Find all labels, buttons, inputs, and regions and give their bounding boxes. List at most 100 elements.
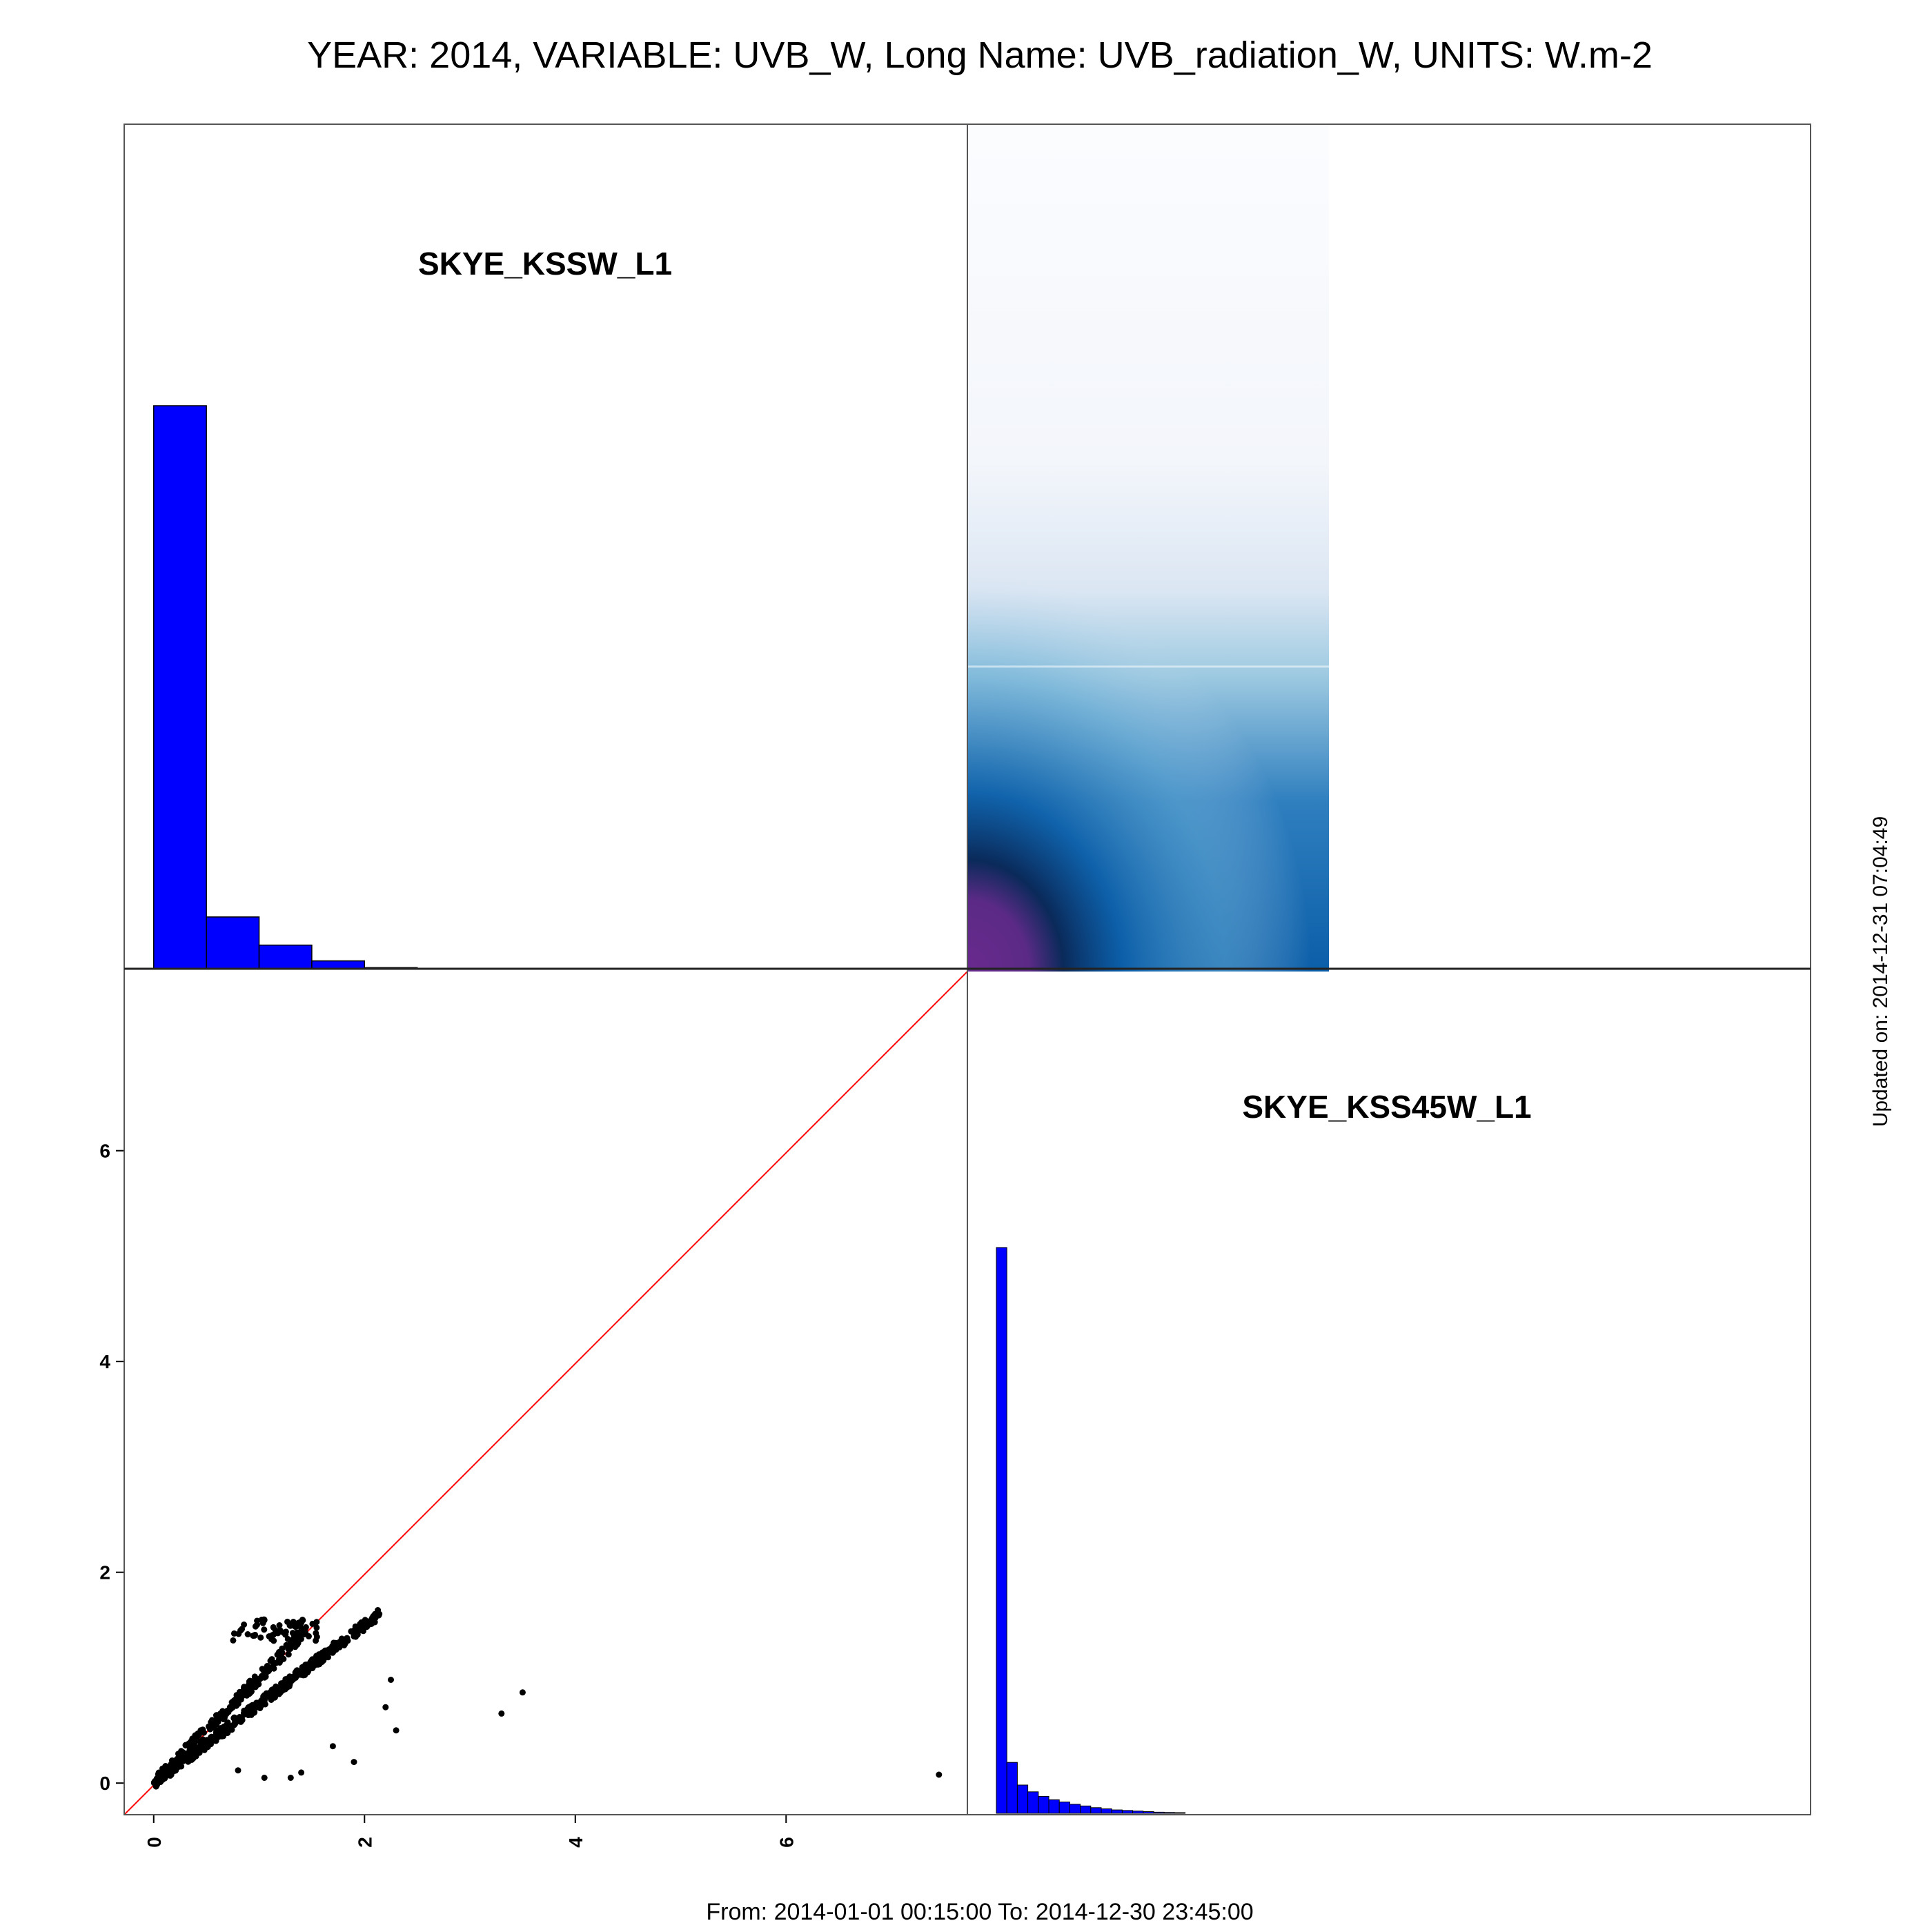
scatter-point xyxy=(329,1743,336,1750)
scatter-point xyxy=(319,1649,326,1656)
scatter-point xyxy=(349,1628,356,1635)
scatter-point xyxy=(266,1690,273,1697)
scatter-point xyxy=(331,1646,337,1652)
histogram-bar xyxy=(1143,1811,1154,1814)
scatter-point xyxy=(276,1659,283,1666)
scatter-point xyxy=(156,1775,163,1782)
histogram-bar xyxy=(1038,1795,1049,1814)
scatter-point xyxy=(230,1630,237,1637)
scatter-point xyxy=(231,1719,238,1726)
scatter-point xyxy=(216,1728,223,1735)
histogram-bar xyxy=(1069,1804,1081,1814)
density-core xyxy=(967,552,1329,972)
scatter-point xyxy=(163,1771,170,1778)
scatter-point xyxy=(221,1728,228,1735)
scatter-point xyxy=(382,1704,389,1711)
histogram-bar xyxy=(1132,1811,1144,1814)
scatter-point xyxy=(275,1689,282,1696)
scatter-point xyxy=(287,1775,294,1781)
y-tick-label: 0 xyxy=(99,1773,110,1794)
histogram-bar xyxy=(1048,1799,1060,1814)
scatter-point xyxy=(192,1732,199,1739)
scatter-points xyxy=(150,1607,943,1790)
scatter-point xyxy=(230,1637,237,1644)
scatter-point xyxy=(235,1767,241,1774)
histogram-bar xyxy=(1016,1784,1029,1814)
scatter-point xyxy=(388,1677,394,1683)
histogram-bar xyxy=(1153,1811,1165,1814)
scatter-point xyxy=(261,1775,268,1781)
histogram-bar xyxy=(206,916,260,969)
scatter-point xyxy=(241,1684,248,1690)
panel-label-kss45w: SKYE_KSS45W_L1 xyxy=(1242,1089,1531,1125)
x-tick-label: 0 xyxy=(144,1837,165,1848)
scatter-point xyxy=(306,1633,312,1639)
scatter-point xyxy=(278,1653,284,1660)
histogram-panel-kssw: SKYE_KSSW_L1 xyxy=(153,246,945,969)
scatter-point xyxy=(199,1736,206,1743)
histogram-bar xyxy=(996,1247,1007,1814)
scatter-point xyxy=(316,1661,323,1668)
histogram-bar xyxy=(258,944,313,969)
scatter-point xyxy=(353,1631,360,1638)
scatter-point xyxy=(279,1681,286,1688)
scatter-point xyxy=(357,1627,364,1633)
scatter-point xyxy=(260,1668,267,1675)
scatter-point xyxy=(344,1637,351,1644)
scatter-point xyxy=(286,1673,293,1680)
scatter-point xyxy=(251,1632,258,1639)
scatter-point xyxy=(366,1619,373,1626)
scatter-point xyxy=(244,1631,251,1637)
histogram-bar xyxy=(1027,1791,1039,1814)
scatter-point xyxy=(295,1671,302,1678)
scatter-point xyxy=(393,1727,400,1734)
histogram-bar xyxy=(1101,1808,1112,1814)
date-range-footer: From: 2014-01-01 00:15:00 To: 2014-12-30… xyxy=(706,1899,1253,1925)
scatter-point xyxy=(269,1632,276,1639)
updated-timestamp: Updated on: 2014-12-31 07:04:49 xyxy=(1869,816,1892,1127)
scatter-point xyxy=(188,1738,195,1745)
scatter-point xyxy=(498,1710,505,1717)
scatter-point xyxy=(254,1704,261,1711)
scatter-point xyxy=(261,1626,268,1633)
scatter-point xyxy=(214,1719,221,1726)
scatter-point xyxy=(292,1624,299,1630)
scatter-point xyxy=(313,1624,320,1631)
scatter-point xyxy=(236,1714,243,1720)
x-tick-label: 6 xyxy=(776,1837,797,1848)
histogram-bar xyxy=(1080,1805,1092,1814)
scatter-point xyxy=(233,1692,240,1699)
histogram-bar xyxy=(153,405,207,969)
scatter-point xyxy=(267,1657,274,1664)
scatter-point xyxy=(284,1635,291,1642)
scatter-point xyxy=(293,1629,300,1636)
histogram-bar xyxy=(1111,1809,1123,1814)
scatter-point xyxy=(282,1628,289,1635)
scatter-point xyxy=(285,1651,292,1658)
figure-title: YEAR: 2014, VARIABLE: UVB_W, Long Name: … xyxy=(307,34,1653,76)
scatter-point xyxy=(375,1607,382,1613)
scatter-point xyxy=(253,1682,259,1689)
scatter-point xyxy=(246,1706,253,1713)
scatter-point xyxy=(304,1666,311,1673)
scatter-point xyxy=(246,1678,253,1685)
scatter-point xyxy=(261,1616,268,1623)
histogram-bar xyxy=(1121,1810,1134,1814)
scatter-point xyxy=(152,1782,159,1788)
scatter-point xyxy=(168,1761,174,1768)
x-tick-label: 2 xyxy=(354,1837,375,1848)
histogram-bar xyxy=(1090,1807,1102,1814)
density-panel xyxy=(967,124,1329,972)
x-axis-ticks: 0 2 4 6 xyxy=(144,1815,797,1848)
scatter-point xyxy=(239,1626,246,1633)
scatter-point xyxy=(269,1665,276,1671)
scatter-panel: 0 2 4 6 0 2 4 6 xyxy=(99,972,967,1848)
scatter-point xyxy=(351,1759,357,1766)
scatter-point xyxy=(190,1755,197,1762)
scatter-point xyxy=(229,1704,236,1711)
histogram-bars-kssw xyxy=(153,405,945,969)
scatter-point xyxy=(936,1771,943,1778)
scatter-point xyxy=(519,1689,526,1696)
y-tick-label: 6 xyxy=(99,1141,110,1162)
